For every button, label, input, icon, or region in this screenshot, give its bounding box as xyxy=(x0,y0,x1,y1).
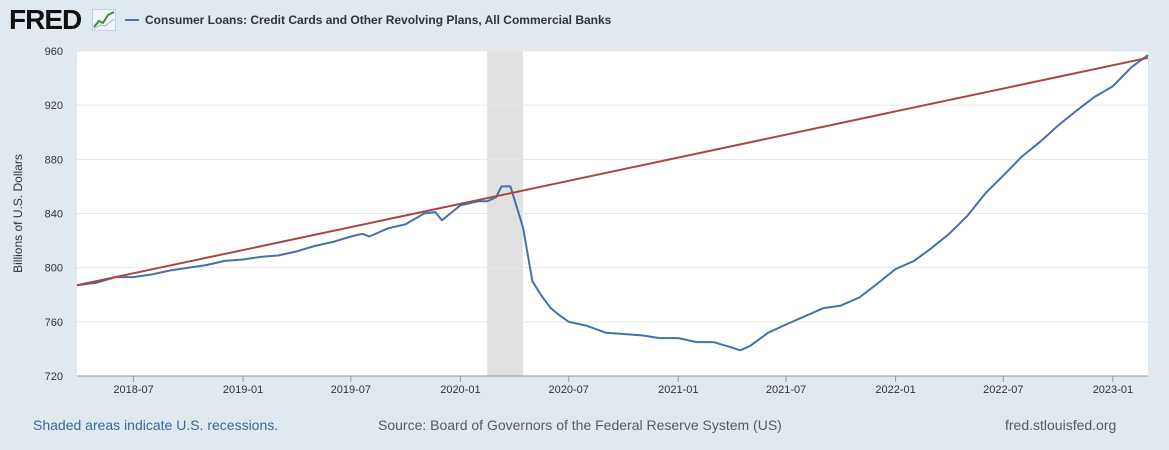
trend-line[interactable] xyxy=(76,56,1149,287)
x-tick-label: 2018-07 xyxy=(113,384,153,396)
source-text: Source: Board of Governors of the Federa… xyxy=(378,417,782,433)
recession-note: Shaded areas indicate U.S. recessions. xyxy=(33,417,279,433)
y-tick-label: 920 xyxy=(45,100,63,112)
y-tick-label: 720 xyxy=(45,371,63,383)
y-tick-label: 960 xyxy=(45,46,63,58)
y-tick-label: 880 xyxy=(45,154,63,166)
legend-swatch xyxy=(125,19,139,21)
y-tick-label: 840 xyxy=(45,209,63,221)
x-tick-label: 2020-01 xyxy=(440,384,480,396)
series-line[interactable] xyxy=(76,54,1149,352)
legend-label: Consumer Loans: Credit Cards and Other R… xyxy=(145,13,612,27)
y-axis-title: Billions of U.S. Dollars xyxy=(11,154,25,273)
x-tick-label: 2019-01 xyxy=(223,384,263,396)
x-tick-label: 2019-07 xyxy=(331,384,371,396)
fred-logo[interactable]: FRED xyxy=(9,4,82,35)
x-tick-label: 2021-07 xyxy=(766,384,806,396)
y-tick-label: 760 xyxy=(45,317,63,329)
chart-footer: Shaded areas indicate U.S. recessions. S… xyxy=(0,414,1169,438)
y-tick-label: 800 xyxy=(45,263,63,275)
x-tick-label: 2020-07 xyxy=(549,384,589,396)
x-tick-label: 2022-07 xyxy=(983,384,1023,396)
x-tick-label: 2022-01 xyxy=(875,384,915,396)
chart-legend: Consumer Loans: Credit Cards and Other R… xyxy=(125,12,611,28)
x-tick-label: 2023-01 xyxy=(1093,384,1133,396)
x-tick-label: 2021-01 xyxy=(658,384,698,396)
trend-graph-icon xyxy=(91,8,117,32)
line-chart[interactable]: 720 760 800 840 880 920 960 2018-07 2019-01 2019-… xyxy=(0,40,1169,405)
fred-url[interactable]: fred.stlouisfed.org xyxy=(1005,417,1117,433)
chart-header: FRED Consumer Loans: Credit Cards and Ot… xyxy=(0,0,1169,40)
